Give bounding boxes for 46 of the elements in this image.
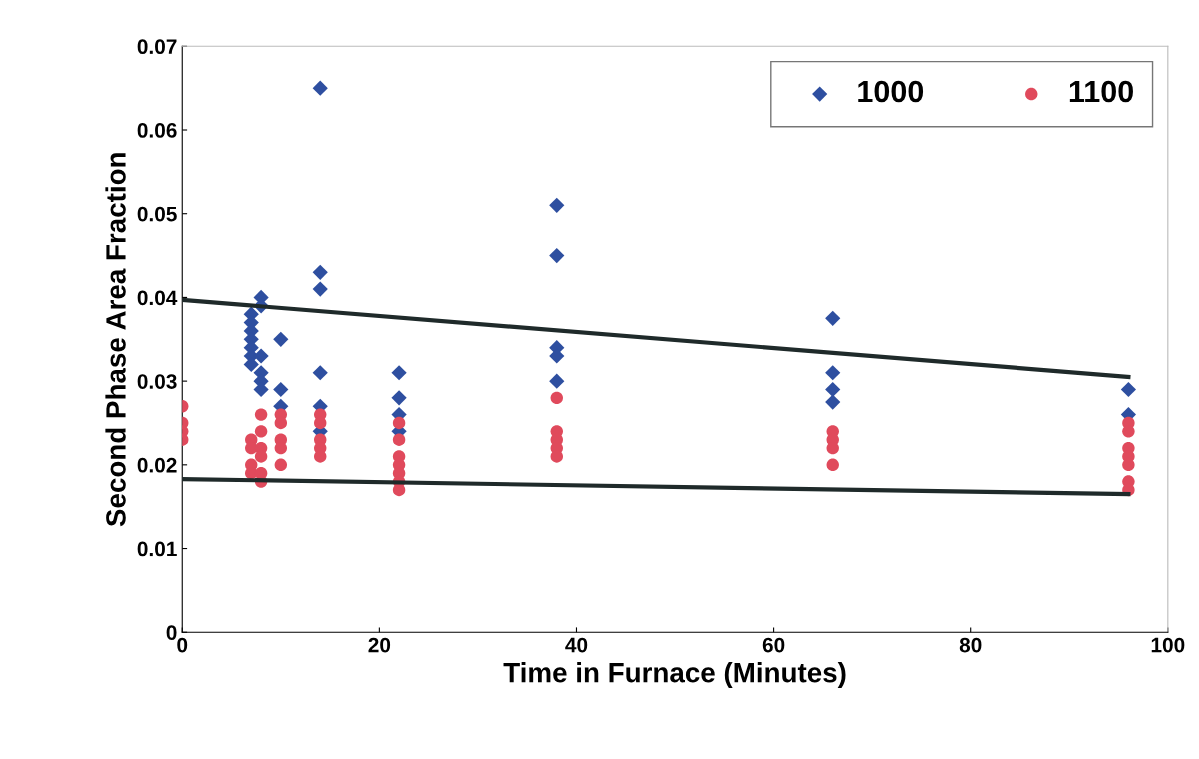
point [549,373,565,389]
point [254,408,268,421]
point [826,458,839,472]
point [1120,381,1137,398]
point [825,394,841,410]
y-tick-label: 0.04 [137,290,178,306]
point [392,483,406,497]
y-tick-label: 0.02 [137,457,177,473]
x-tick-label: 20 [368,637,391,653]
y-tick-label: 0.01 [137,541,177,557]
point [273,381,289,398]
point [392,416,406,430]
y-tick-label: 0 [166,625,177,640]
point [312,80,328,96]
point [254,450,268,463]
point [314,416,327,430]
point [825,310,841,326]
point [392,433,406,446]
point [274,458,288,472]
point [549,247,565,264]
point [254,425,268,438]
legend-label: 1100 [1069,80,1133,103]
point [391,390,407,406]
point [550,391,563,405]
point [825,365,841,381]
x-tick-label: 40 [565,637,588,653]
x-tick-label: 100 [1151,637,1185,653]
y-tick-label: 0.06 [137,123,177,138]
x-tick-label: 0 [177,637,188,653]
y-tick-label: 0.07 [137,39,177,55]
x-axis-title: Time in Furnace (Minutes) [503,662,846,688]
point [312,264,328,280]
legend-label: 1000 [858,80,924,103]
point [312,365,328,381]
y-axis-title: Second Phase Area Fraction [105,153,126,527]
y-tick-label: 0.05 [137,206,177,222]
point [1122,458,1135,472]
point [312,281,328,297]
point [273,331,289,347]
x-tick-label: 60 [762,637,785,653]
x-tick-label: 80 [959,637,982,653]
point [391,365,407,381]
point [274,416,288,430]
y-tick-label: 0.03 [137,374,177,389]
point [549,197,565,213]
point [825,381,841,398]
